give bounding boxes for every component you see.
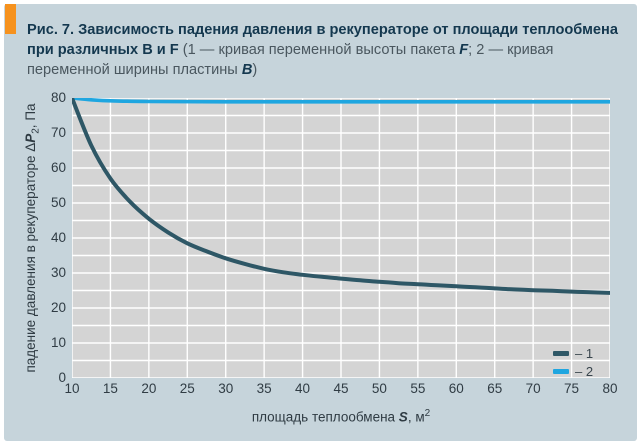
y-tick-label: 80	[50, 90, 66, 105]
text-segment: (1 — кривая переменной высоты пакета	[182, 42, 460, 58]
x-tick-label: 10	[64, 381, 80, 396]
y-tick-label: 0	[58, 370, 66, 385]
figure-caption: Рис. 7. Зависимость падения давления в р…	[27, 20, 629, 80]
legend-swatch	[553, 350, 569, 356]
y-tick-label: 30	[50, 265, 66, 280]
x-tick-label: 75	[564, 381, 580, 396]
legend-item: – 1	[553, 344, 593, 362]
text-segment: 2	[30, 128, 42, 134]
text-segment: )	[252, 62, 258, 78]
x-tick-label: 50	[371, 381, 387, 396]
text-segment: B	[241, 62, 253, 78]
legend-label: – 2	[575, 363, 594, 379]
plot-area	[72, 98, 610, 378]
x-tick-label: 40	[295, 381, 311, 396]
legend: – 1– 2	[553, 344, 593, 380]
x-tick-label: 65	[487, 381, 503, 396]
legend-item: – 2	[553, 362, 593, 380]
text-segment: Рис. 7. Зависимость падения давления в р…	[27, 22, 618, 58]
legend-swatch	[553, 368, 569, 374]
text-segment: F	[459, 42, 469, 58]
legend-label: – 1	[575, 345, 594, 361]
x-tick-label: 30	[218, 381, 234, 396]
text-segment: S	[398, 409, 408, 425]
y-tick-label: 70	[50, 125, 66, 140]
series-2-line	[72, 98, 610, 104]
text-segment: 2	[424, 408, 431, 419]
text-segment: ; 2 — кривая переменной ширины пластины	[27, 42, 554, 78]
text-segment: падение давления в рекуператоре Δ	[23, 142, 38, 373]
x-tick-label: 80	[602, 381, 618, 396]
y-tick-label: 50	[50, 195, 66, 210]
x-tick-label: 70	[525, 381, 541, 396]
x-tick-label: 60	[448, 381, 464, 396]
text-segment: площадь теплообмена	[251, 409, 399, 425]
y-tick-label: 40	[50, 230, 66, 245]
grid-lines	[72, 98, 610, 378]
x-tick-label: 20	[141, 381, 157, 396]
x-tick-label: 15	[102, 381, 118, 396]
text-segment: , Па	[23, 103, 38, 129]
x-axis-title: площадь теплообмена S, м2	[72, 408, 610, 425]
y-tick-label: 10	[50, 335, 66, 350]
figure-panel: Рис. 7. Зависимость падения давления в р…	[4, 4, 637, 441]
y-tick-label: 20	[50, 300, 66, 315]
y-axis-title: падение давления в рекуператоре ΔP2, Па	[23, 98, 42, 378]
x-tick-label: 45	[333, 381, 349, 396]
text-segment: P	[23, 133, 38, 143]
text-segment: , м	[407, 409, 425, 425]
y-tick-label: 60	[50, 160, 66, 175]
accent-bar	[5, 4, 16, 34]
x-tick-label: 25	[179, 381, 195, 396]
series-1-line	[72, 98, 610, 295]
x-tick-label: 35	[256, 381, 272, 396]
x-tick-label: 55	[410, 381, 426, 396]
